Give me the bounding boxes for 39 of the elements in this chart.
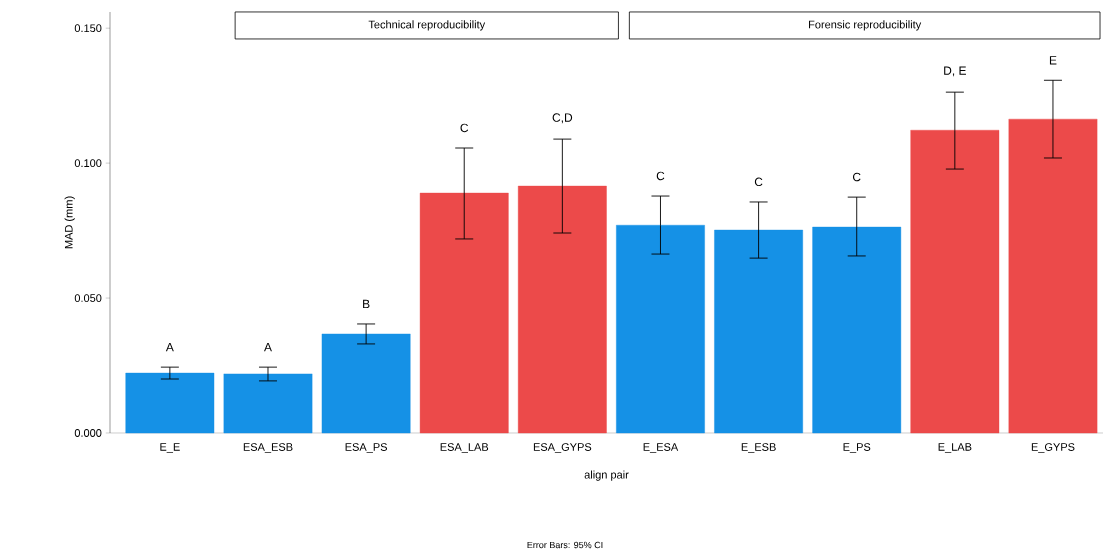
text: Error Bars: 95% CI <box>527 541 603 549</box>
annotation: C <box>460 123 469 133</box>
bar <box>616 224 705 434</box>
x-tick-label: E_ESB <box>741 443 776 453</box>
y-axis-title: MAD (mm) <box>64 196 75 249</box>
bar <box>125 372 215 434</box>
annotation: C,D <box>552 113 573 124</box>
x-tick-label: ESA_GYPS <box>533 443 592 453</box>
y-tick-label: 0.100 <box>74 159 102 168</box>
annotation: B <box>363 299 370 309</box>
y-tick-label: 0.150 <box>74 24 102 33</box>
annotation: C <box>656 171 665 181</box>
x-tick-label: E_ESA <box>643 443 679 453</box>
x-tick-label: E_LAB <box>938 443 972 453</box>
x-tick-label: ESA_ESB <box>243 443 293 453</box>
x-tick-label: E_PS <box>843 443 871 453</box>
annotation: Forensic reproducibility <box>809 20 922 31</box>
annotation: E <box>1049 56 1057 65</box>
bar <box>321 333 411 434</box>
x-tick-label: ESA_LAB <box>440 443 489 453</box>
annotation: Technical reproducibility <box>368 20 486 31</box>
x-tick-label: E_E <box>160 443 180 453</box>
x-tick-label: ESA_PS <box>345 443 387 453</box>
y-tick-label: 0.000 <box>74 429 102 437</box>
bar <box>223 373 313 434</box>
annotation: D, E <box>944 66 966 77</box>
bar <box>518 185 607 434</box>
bar <box>812 226 902 434</box>
annotation: C <box>853 172 861 182</box>
bar <box>419 192 509 434</box>
annotation: A <box>165 343 174 352</box>
annotation: A <box>264 343 272 352</box>
x-axis-title: align pair <box>584 470 629 481</box>
y-tick-label: 0.050 <box>74 294 102 302</box>
x-tick-label: E_GYPS <box>1031 443 1075 453</box>
bar <box>910 129 1000 434</box>
bar <box>714 229 803 434</box>
annotation: C <box>754 177 763 187</box>
bar <box>1008 118 1098 434</box>
